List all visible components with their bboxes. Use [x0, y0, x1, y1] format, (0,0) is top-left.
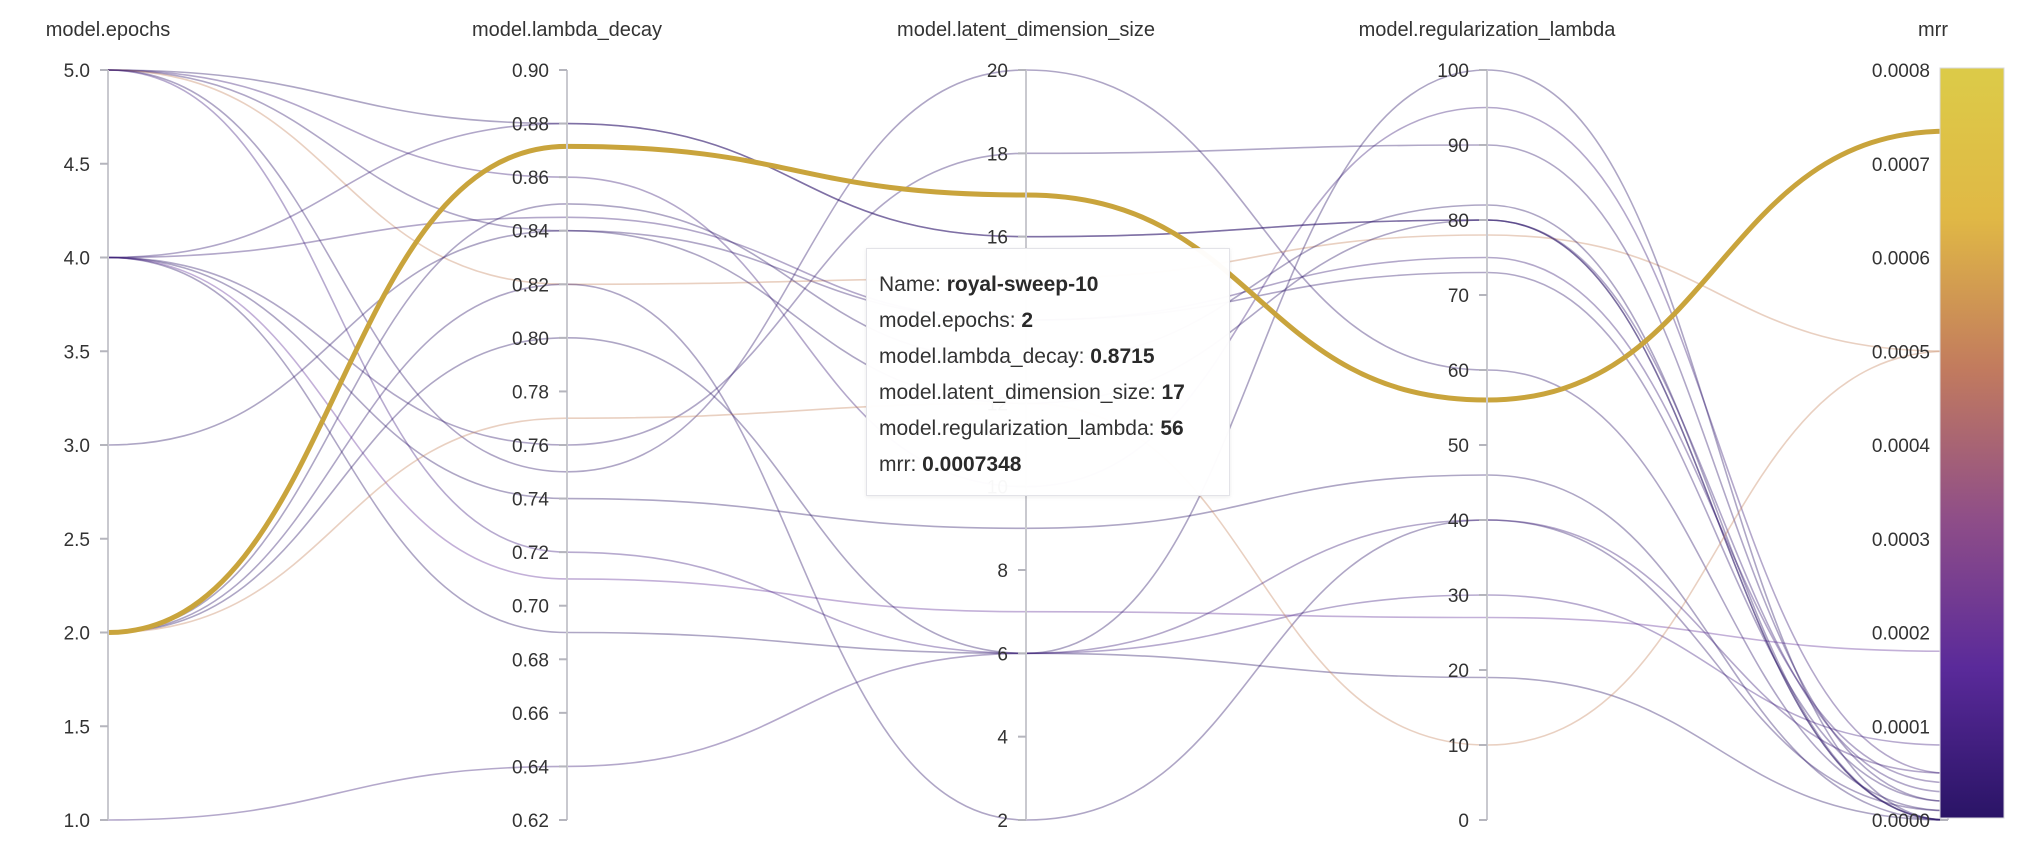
- tick-label: 0.90: [512, 61, 549, 82]
- tooltip-latent-label: model.latent_dimension_size:: [879, 381, 1162, 404]
- tooltip-reg-row: model.regularization_lambda: 56: [879, 411, 1217, 447]
- tick-label: 0.66: [512, 704, 549, 725]
- run-line[interactable]: [107, 519, 1949, 821]
- tick-label: 0.88: [512, 115, 549, 136]
- tick-label: 3.0: [64, 436, 90, 457]
- tooltip-lambda-value: 0.8715: [1090, 345, 1155, 368]
- tooltip-mrr-value: 0.0007348: [922, 453, 1022, 476]
- axis-lambda: model.lambda_decay 0.62 0.64 0.66 0.68 0.70 0.…: [472, 19, 662, 832]
- run-tooltip: Name: royal-sweep-10 model.epochs: 2 mod…: [866, 248, 1230, 496]
- tick-label: 0.78: [512, 382, 549, 403]
- tick-label: 4.5: [64, 155, 90, 176]
- tooltip-lambda-row: model.lambda_decay: 0.8715: [879, 339, 1217, 375]
- tick-label: 0.62: [512, 811, 549, 832]
- tick-label: 4.0: [64, 249, 90, 270]
- tooltip-name-value: royal-sweep-10: [946, 273, 1099, 296]
- tick-label: 0.80: [512, 329, 549, 350]
- tick-label: 0.0003: [1872, 530, 1930, 551]
- tick-label: 16: [987, 228, 1008, 249]
- tick-label: 30: [1448, 586, 1469, 607]
- tick-label: 0.0006: [1872, 249, 1930, 270]
- tick-label: 90: [1448, 136, 1469, 157]
- tick-label: 20: [1448, 661, 1469, 682]
- tick-label: 5.0: [64, 61, 90, 82]
- tick-label: 50: [1448, 436, 1469, 457]
- tick-label: 80: [1448, 211, 1469, 232]
- axis-title: mrr: [1918, 19, 1948, 41]
- tooltip-latent-value: 17: [1161, 381, 1185, 404]
- tick-label: 20: [987, 61, 1008, 82]
- tick-label: 0.82: [512, 275, 549, 296]
- tooltip-reg-label: model.regularization_lambda:: [879, 417, 1161, 440]
- tick-label: 0.84: [512, 222, 549, 243]
- tick-label: 100: [1437, 61, 1469, 82]
- tick-label: 0.76: [512, 436, 549, 457]
- run-line[interactable]: [107, 69, 1949, 821]
- tick-label: 0.0005: [1872, 342, 1930, 363]
- axis-title: model.epochs: [46, 19, 171, 41]
- tick-label: 60: [1448, 361, 1469, 382]
- axis-title: model.lambda_decay: [472, 19, 662, 41]
- tick-label: 1.5: [64, 717, 90, 738]
- tick-label: 0.64: [512, 757, 549, 778]
- run-line[interactable]: [107, 69, 1949, 821]
- tick-label: 4: [997, 728, 1008, 749]
- tick-label: 2.5: [64, 530, 90, 551]
- tooltip-epochs-row: model.epochs: 2: [879, 303, 1217, 339]
- run-line[interactable]: [107, 256, 1949, 821]
- tooltip-epochs-label: model.epochs:: [879, 309, 1022, 332]
- tick-label: 6: [997, 644, 1008, 665]
- tick-label: 0.0008: [1872, 61, 1930, 82]
- tick-label: 0.0000: [1872, 811, 1930, 832]
- tooltip-mrr-row: mrr: 0.0007348: [879, 447, 1217, 483]
- tick-label: 0.70: [512, 597, 549, 618]
- tooltip-mrr-label: mrr:: [879, 453, 923, 476]
- tick-label: 8: [997, 561, 1008, 582]
- tick-label: 2: [997, 811, 1008, 832]
- tick-label: 3.5: [64, 342, 90, 363]
- tooltip-name-label: Name:: [879, 273, 947, 296]
- axis-title: model.regularization_lambda: [1359, 19, 1617, 41]
- tick-label: 0.0007: [1872, 155, 1930, 176]
- tooltip-name-row: Name: royal-sweep-10: [879, 267, 1217, 303]
- tick-label: 0.0004: [1872, 436, 1931, 457]
- mrr-colorbar: [1939, 67, 2005, 819]
- tick-label: 0: [1458, 811, 1469, 832]
- tick-label: 40: [1448, 511, 1469, 532]
- tooltip-reg-value: 56: [1160, 417, 1184, 440]
- tooltip-epochs-value: 2: [1021, 309, 1034, 332]
- axis-reg: model.regularization_lambda 0 10 20 30 40 50 60…: [1359, 19, 1617, 832]
- tick-label: 2.0: [64, 624, 90, 645]
- tick-label: 18: [987, 144, 1008, 165]
- run-line[interactable]: [107, 283, 1949, 821]
- tick-label: 0.74: [512, 490, 549, 511]
- tick-label: 1.0: [64, 811, 90, 832]
- run-line[interactable]: [107, 256, 1949, 653]
- tick-label: 0.72: [512, 543, 549, 564]
- axis-title: model.latent_dimension_size: [897, 19, 1155, 41]
- run-line[interactable]: [107, 122, 1949, 793]
- tooltip-lambda-label: model.lambda_decay:: [879, 345, 1091, 368]
- axis-epochs: model.epochs 1.0 1.5 2.0 2.5 3.0 3.5 4.0 4.5 5.0: [46, 19, 171, 832]
- tick-label: 70: [1448, 286, 1469, 307]
- tick-label: 0.86: [512, 168, 549, 189]
- tick-label: 10: [1448, 736, 1469, 757]
- run-line[interactable]: [107, 69, 1949, 746]
- tooltip-latent-row: model.latent_dimension_size: 17: [879, 375, 1217, 411]
- tick-label: 0.0001: [1872, 717, 1930, 738]
- tick-label: 0.68: [512, 650, 549, 671]
- tick-label: 0.0002: [1872, 624, 1930, 645]
